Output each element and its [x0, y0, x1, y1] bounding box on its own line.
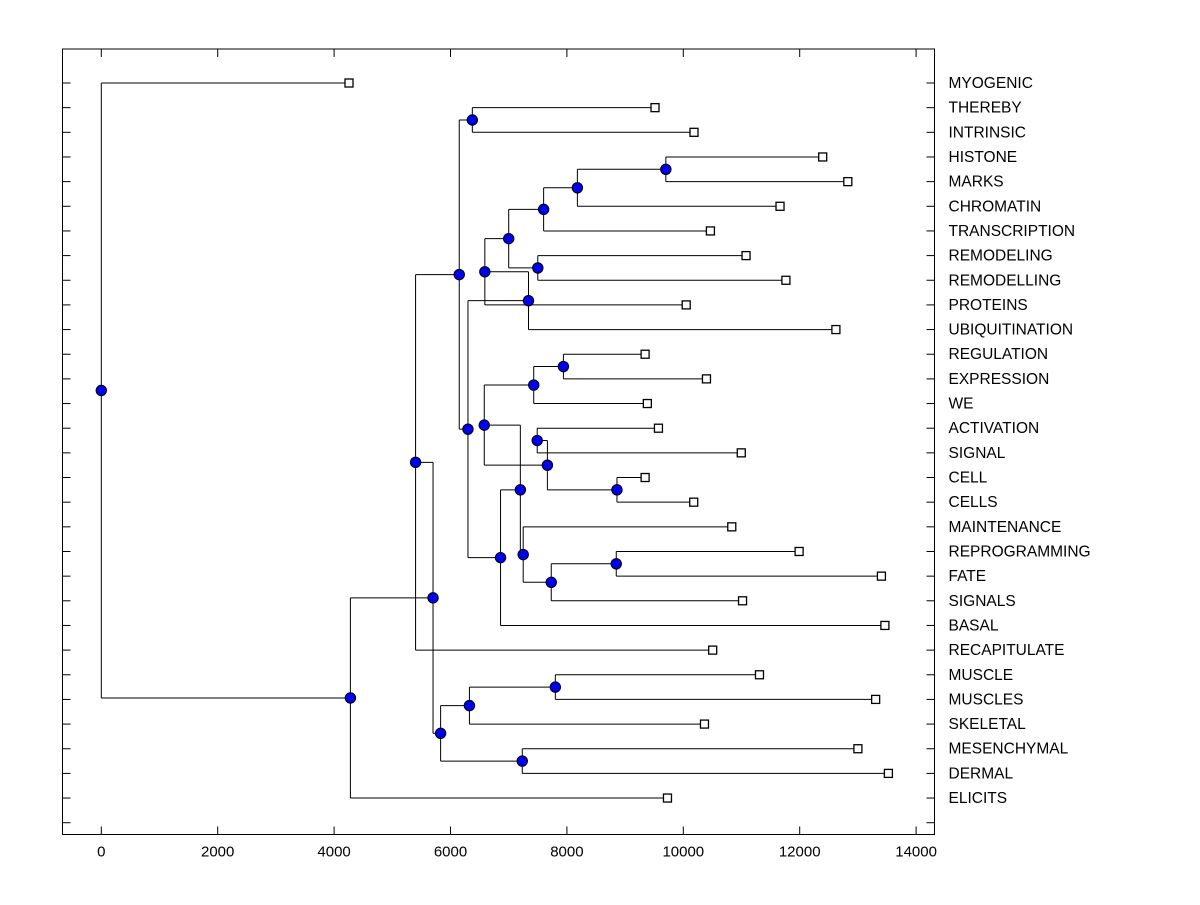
svg-text:CELLS: CELLS [949, 494, 998, 511]
svg-text:MYOGENIC: MYOGENIC [949, 75, 1033, 92]
svg-text:MUSCLE: MUSCLE [949, 667, 1014, 684]
svg-text:DERMAL: DERMAL [949, 765, 1014, 782]
svg-text:8000: 8000 [550, 844, 583, 861]
svg-text:THEREBY: THEREBY [949, 100, 1022, 117]
svg-text:SIGNALS: SIGNALS [949, 593, 1016, 610]
svg-text:HISTONE: HISTONE [949, 149, 1018, 166]
svg-text:FATE: FATE [949, 568, 987, 585]
svg-text:4000: 4000 [317, 844, 350, 861]
svg-text:TRANSCRIPTION: TRANSCRIPTION [949, 223, 1076, 240]
svg-text:ACTIVATION: ACTIVATION [949, 420, 1040, 437]
svg-text:14000: 14000 [895, 844, 937, 861]
svg-text:0: 0 [97, 844, 105, 861]
svg-text:10000: 10000 [662, 844, 704, 861]
svg-text:REMODELLING: REMODELLING [949, 272, 1062, 289]
svg-text:SKELETAL: SKELETAL [949, 716, 1027, 733]
svg-text:12000: 12000 [779, 844, 821, 861]
svg-text:CELL: CELL [949, 470, 988, 487]
svg-text:SIGNAL: SIGNAL [949, 445, 1006, 462]
svg-text:MARKS: MARKS [949, 174, 1004, 191]
svg-text:MUSCLES: MUSCLES [949, 691, 1024, 708]
svg-text:REGULATION: REGULATION [949, 346, 1049, 363]
svg-text:CHROMATIN: CHROMATIN [949, 198, 1042, 215]
svg-text:MAINTENANCE: MAINTENANCE [949, 519, 1062, 536]
svg-text:2000: 2000 [201, 844, 234, 861]
svg-text:REMODELING: REMODELING [949, 248, 1053, 265]
svg-text:EXPRESSION: EXPRESSION [949, 371, 1050, 388]
svg-text:REPROGRAMMING: REPROGRAMMING [949, 543, 1091, 560]
svg-text:UBIQUITINATION: UBIQUITINATION [949, 322, 1074, 339]
svg-text:ELICITS: ELICITS [949, 790, 1008, 807]
svg-text:PROTEINS: PROTEINS [949, 297, 1028, 314]
svg-text:MESENCHYMAL: MESENCHYMAL [949, 741, 1069, 758]
svg-text:BASAL: BASAL [949, 617, 999, 634]
svg-text:6000: 6000 [434, 844, 467, 861]
svg-text:RECAPITULATE: RECAPITULATE [949, 642, 1065, 659]
svg-text:WE: WE [949, 396, 974, 413]
svg-text:INTRINSIC: INTRINSIC [949, 124, 1027, 141]
